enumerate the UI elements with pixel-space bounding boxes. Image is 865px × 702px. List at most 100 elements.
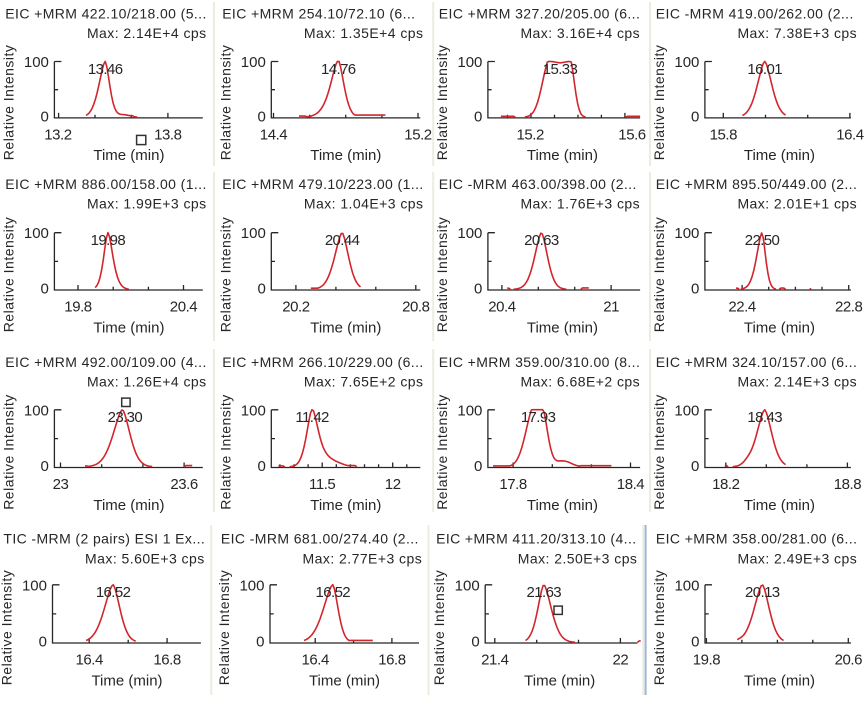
svg-text:0: 0 [256, 634, 264, 651]
svg-text:TIC -MRM (2 pairs) ESI 1 Ex...: TIC -MRM (2 pairs) ESI 1 Ex... [3, 531, 205, 547]
svg-text:19.8: 19.8 [693, 652, 721, 669]
svg-text:16.8: 16.8 [378, 652, 406, 669]
svg-text:20.63: 20.63 [524, 232, 559, 249]
svg-text:0: 0 [39, 634, 47, 651]
svg-text:16.4: 16.4 [301, 652, 329, 669]
svg-text:15.33: 15.33 [543, 61, 578, 78]
svg-text:100: 100 [22, 577, 47, 594]
svg-text:0: 0 [691, 634, 699, 651]
svg-text:12: 12 [385, 476, 401, 493]
svg-text:0: 0 [41, 458, 49, 475]
svg-text:Max: 1.76E+3 cps: Max: 1.76E+3 cps [520, 196, 640, 212]
svg-text:15.2: 15.2 [516, 127, 544, 144]
svg-text:16.52: 16.52 [96, 584, 131, 601]
svg-text:Time (min): Time (min) [93, 319, 164, 336]
svg-text:Relative Intensity: Relative Intensity [651, 394, 667, 510]
svg-text:100: 100 [24, 54, 49, 71]
svg-text:Time (min): Time (min) [744, 147, 815, 164]
svg-text:Time (min): Time (min) [527, 497, 598, 514]
svg-text:EIC +MRM 492.00/109.00 (4...: EIC +MRM 492.00/109.00 (4... [5, 354, 206, 370]
svg-text:0: 0 [691, 458, 699, 475]
svg-text:100: 100 [457, 225, 482, 242]
svg-text:EIC +MRM 327.20/205.00 (6...: EIC +MRM 327.20/205.00 (6... [439, 6, 640, 22]
svg-text:21: 21 [603, 299, 619, 316]
svg-text:Relative Intensity: Relative Intensity [0, 570, 15, 686]
svg-text:0: 0 [257, 281, 265, 298]
svg-text:16.4: 16.4 [836, 127, 864, 144]
svg-text:Max: 2.14E+3 cps: Max: 2.14E+3 cps [737, 374, 857, 390]
svg-text:Relative Intensity: Relative Intensity [434, 217, 450, 333]
svg-text:20.13: 20.13 [745, 584, 780, 601]
svg-text:Relative Intensity: Relative Intensity [651, 45, 667, 161]
svg-text:100: 100 [239, 577, 264, 594]
svg-text:EIC +MRM 254.10/72.10 (6...: EIC +MRM 254.10/72.10 (6... [222, 6, 415, 22]
svg-text:100: 100 [241, 225, 266, 242]
svg-text:0: 0 [691, 109, 699, 126]
svg-text:Relative Intensity: Relative Intensity [0, 394, 16, 510]
svg-text:Time (min): Time (min) [527, 147, 598, 164]
svg-text:Time (min): Time (min) [93, 147, 164, 164]
svg-text:15.6: 15.6 [618, 127, 646, 144]
svg-text:0: 0 [474, 281, 482, 298]
svg-text:100: 100 [455, 577, 480, 594]
svg-text:EIC -MRM 463.00/398.00 (2...: EIC -MRM 463.00/398.00 (2... [439, 176, 637, 192]
svg-text:20.6: 20.6 [835, 652, 863, 669]
svg-text:Relative Intensity: Relative Intensity [0, 217, 16, 333]
svg-text:EIC +MRM 479.10/223.00 (1...: EIC +MRM 479.10/223.00 (1... [222, 176, 423, 192]
svg-text:22.4: 22.4 [728, 299, 756, 316]
svg-text:0: 0 [471, 634, 479, 651]
svg-text:100: 100 [674, 225, 699, 242]
svg-text:0: 0 [257, 109, 265, 126]
svg-text:Time (min): Time (min) [524, 672, 595, 689]
svg-text:22.8: 22.8 [835, 299, 863, 316]
svg-text:Relative Intensity: Relative Intensity [651, 217, 667, 333]
svg-text:18.43: 18.43 [747, 409, 782, 426]
svg-text:Max: 1.04E+3 cps: Max: 1.04E+3 cps [304, 196, 424, 212]
svg-text:0: 0 [41, 281, 49, 298]
svg-text:100: 100 [674, 577, 699, 594]
svg-text:0: 0 [474, 458, 482, 475]
svg-text:Max: 3.16E+4 cps: Max: 3.16E+4 cps [520, 25, 640, 41]
svg-text:0: 0 [691, 281, 699, 298]
svg-text:EIC +MRM 895.50/449.00 (2...: EIC +MRM 895.50/449.00 (2... [656, 176, 857, 192]
svg-text:Relative Intensity: Relative Intensity [0, 45, 16, 161]
svg-text:17.8: 17.8 [499, 476, 527, 493]
svg-text:21.63: 21.63 [527, 584, 562, 601]
svg-text:18.8: 18.8 [834, 476, 862, 493]
svg-text:Max: 1.26E+4 cps: Max: 1.26E+4 cps [87, 374, 207, 390]
svg-text:21.4: 21.4 [481, 652, 509, 669]
svg-text:Max: 2.01E+1 cps: Max: 2.01E+1 cps [737, 196, 857, 212]
svg-text:Time (min): Time (min) [91, 672, 162, 689]
svg-text:EIC +MRM 358.00/281.00 (6...: EIC +MRM 358.00/281.00 (6... [656, 531, 857, 547]
svg-text:Max: 7.65E+2 cps: Max: 7.65E+2 cps [304, 374, 424, 390]
svg-text:20.44: 20.44 [325, 232, 360, 249]
svg-text:Max: 2.50E+3 cps: Max: 2.50E+3 cps [518, 550, 638, 566]
svg-text:Time (min): Time (min) [310, 147, 381, 164]
svg-text:22.50: 22.50 [745, 232, 780, 249]
svg-text:100: 100 [457, 54, 482, 71]
svg-text:Max: 5.60E+3 cps: Max: 5.60E+3 cps [85, 550, 205, 566]
svg-text:EIC +MRM 886.00/158.00 (1...: EIC +MRM 886.00/158.00 (1... [5, 176, 206, 192]
svg-text:Relative Intensity: Relative Intensity [434, 45, 450, 161]
svg-text:Max: 7.38E+3 cps: Max: 7.38E+3 cps [737, 25, 857, 41]
svg-text:Max: 1.35E+4 cps: Max: 1.35E+4 cps [304, 25, 424, 41]
svg-text:18.2: 18.2 [712, 476, 740, 493]
svg-text:Relative Intensity: Relative Intensity [651, 570, 667, 686]
svg-text:13.2: 13.2 [44, 127, 72, 144]
svg-text:17.93: 17.93 [521, 409, 556, 426]
svg-text:20.4: 20.4 [488, 299, 516, 316]
svg-text:Max: 1.99E+3 cps: Max: 1.99E+3 cps [87, 196, 207, 212]
svg-text:0: 0 [41, 109, 49, 126]
svg-text:23: 23 [53, 476, 69, 493]
svg-text:Relative Intensity: Relative Intensity [434, 394, 450, 510]
svg-text:Relative Intensity: Relative Intensity [431, 570, 447, 686]
svg-text:16.01: 16.01 [747, 61, 782, 78]
svg-text:13.8: 13.8 [154, 127, 182, 144]
svg-text:15.8: 15.8 [710, 127, 738, 144]
svg-text:EIC -MRM 681.00/274.40 (2...: EIC -MRM 681.00/274.40 (2... [221, 531, 419, 547]
svg-text:Time (min): Time (min) [310, 497, 381, 514]
svg-text:Time (min): Time (min) [309, 672, 380, 689]
svg-text:16.8: 16.8 [153, 652, 181, 669]
svg-text:11.42: 11.42 [295, 409, 329, 426]
svg-text:Relative Intensity: Relative Intensity [216, 570, 232, 686]
